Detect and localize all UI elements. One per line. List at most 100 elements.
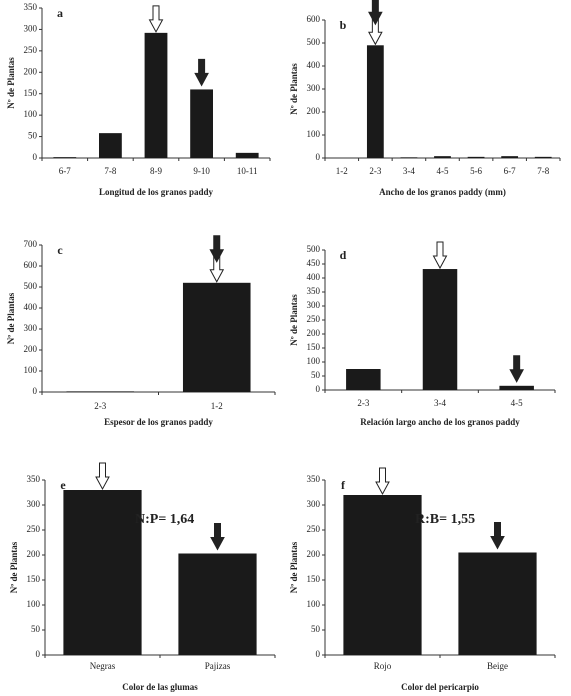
y-tick-label: 0 — [316, 384, 321, 394]
bar — [467, 156, 485, 158]
y-tick-label: 500 — [307, 37, 321, 47]
y-tick-label: 50 — [31, 624, 41, 634]
y-tick-label: 300 — [24, 323, 38, 333]
x-tick-label: 5-6 — [470, 166, 482, 176]
bar — [235, 152, 259, 158]
y-tick-label: 0 — [33, 386, 38, 396]
y-tick-label: 100 — [27, 599, 41, 609]
y-tick-label: 400 — [307, 272, 321, 282]
y-tick-label: 0 — [316, 649, 321, 659]
y-tick-label: 400 — [307, 60, 321, 70]
x-tick-label: 1-2 — [211, 401, 223, 411]
y-tick-label: 250 — [24, 45, 38, 55]
bar — [366, 45, 384, 158]
y-tick-label: 150 — [307, 342, 321, 352]
x-tick-label: Beige — [487, 661, 508, 671]
y-tick-label: 500 — [307, 244, 321, 254]
white-arrow — [432, 241, 448, 270]
black-arrow — [194, 58, 209, 87]
panel-label: e — [60, 478, 66, 492]
white-arrow — [375, 467, 390, 496]
y-tick-label: 300 — [24, 23, 38, 33]
y-tick-label: 350 — [307, 474, 321, 484]
x-tick-label: 4-5 — [437, 166, 449, 176]
y-tick-label: 600 — [24, 260, 38, 270]
x-tick-label: 7-8 — [104, 166, 116, 176]
x-axis-title: Ancho de los granos paddy (mm) — [379, 187, 506, 197]
y-axis-title: Nº de Plantas — [6, 292, 16, 344]
x-tick-label: Pajizas — [205, 661, 231, 671]
x-tick-label: 8-9 — [150, 166, 162, 176]
x-tick-label: Negras — [90, 661, 116, 671]
bar — [66, 391, 135, 392]
x-tick-label: 2-3 — [369, 166, 381, 176]
white-arrow — [209, 255, 225, 283]
x-axis-title: Color del pericarpio — [401, 682, 479, 692]
y-tick-label: 50 — [311, 370, 321, 380]
bar — [346, 369, 381, 390]
x-axis-title: Color de las glumas — [122, 682, 198, 692]
black-arrow — [209, 235, 225, 263]
y-tick-label: 300 — [307, 300, 321, 310]
bar — [434, 156, 451, 158]
x-tick-label: 3-4 — [434, 398, 446, 408]
y-tick-label: 100 — [307, 129, 321, 139]
black-arrow — [490, 522, 505, 550]
bar — [182, 282, 251, 392]
annotation: N:P= 1,64 — [135, 512, 194, 527]
panel-label: c — [57, 243, 63, 257]
x-axis-title: Espesor de los granos paddy — [104, 417, 213, 427]
y-tick-label: 200 — [24, 66, 38, 76]
y-axis-title: Nº de Plantas — [289, 294, 299, 346]
x-tick-label: 2-3 — [357, 398, 369, 408]
y-tick-label: 300 — [27, 499, 41, 509]
x-axis-title: Relación largo ancho de los granos paddy — [360, 417, 520, 427]
bar — [501, 156, 519, 158]
y-tick-label: 200 — [307, 328, 321, 338]
bar — [343, 495, 422, 655]
y-tick-label: 350 — [27, 474, 41, 484]
x-tick-label: 6-7 — [504, 166, 516, 176]
y-tick-label: 0 — [316, 152, 321, 162]
y-tick-label: 50 — [28, 131, 38, 141]
black-arrow — [509, 355, 525, 383]
y-axis-title: Nº de Plantas — [289, 63, 299, 115]
bar — [178, 553, 257, 655]
panel-label: a — [57, 6, 63, 20]
y-tick-label: 0 — [33, 152, 38, 162]
y-tick-label: 50 — [311, 624, 321, 634]
y-tick-label: 200 — [307, 549, 321, 559]
y-tick-label: 250 — [307, 314, 321, 324]
annotation: R:B= 1,55 — [415, 512, 475, 527]
y-tick-label: 300 — [307, 83, 321, 93]
y-tick-label: 150 — [307, 574, 321, 584]
x-tick-label: Rojo — [374, 661, 392, 671]
y-tick-label: 600 — [307, 14, 321, 24]
white-arrow — [368, 17, 383, 46]
bar — [144, 32, 168, 158]
y-tick-label: 250 — [307, 524, 321, 534]
bar — [422, 269, 458, 390]
y-tick-label: 250 — [27, 524, 41, 534]
y-axis-title: Nº de Plantas — [6, 57, 16, 109]
y-axis-title: Nº de Plantas — [9, 541, 19, 593]
panel-label: f — [341, 478, 346, 492]
y-tick-label: 200 — [27, 549, 41, 559]
x-tick-label: 7-8 — [537, 166, 549, 176]
y-tick-label: 500 — [24, 281, 38, 291]
y-tick-label: 100 — [24, 365, 38, 375]
bar — [458, 552, 537, 655]
x-tick-label: 4-5 — [511, 398, 523, 408]
y-tick-label: 100 — [307, 356, 321, 366]
white-arrow — [148, 5, 164, 33]
x-tick-label: 9-10 — [193, 166, 210, 176]
x-tick-label: 6-7 — [59, 166, 71, 176]
y-tick-label: 150 — [27, 574, 41, 584]
y-tick-label: 300 — [307, 499, 321, 509]
bar — [534, 156, 552, 158]
bar — [400, 157, 418, 158]
y-tick-label: 700 — [24, 239, 38, 249]
y-tick-label: 0 — [36, 649, 41, 659]
y-axis-title: Nº de Plantas — [289, 541, 299, 593]
